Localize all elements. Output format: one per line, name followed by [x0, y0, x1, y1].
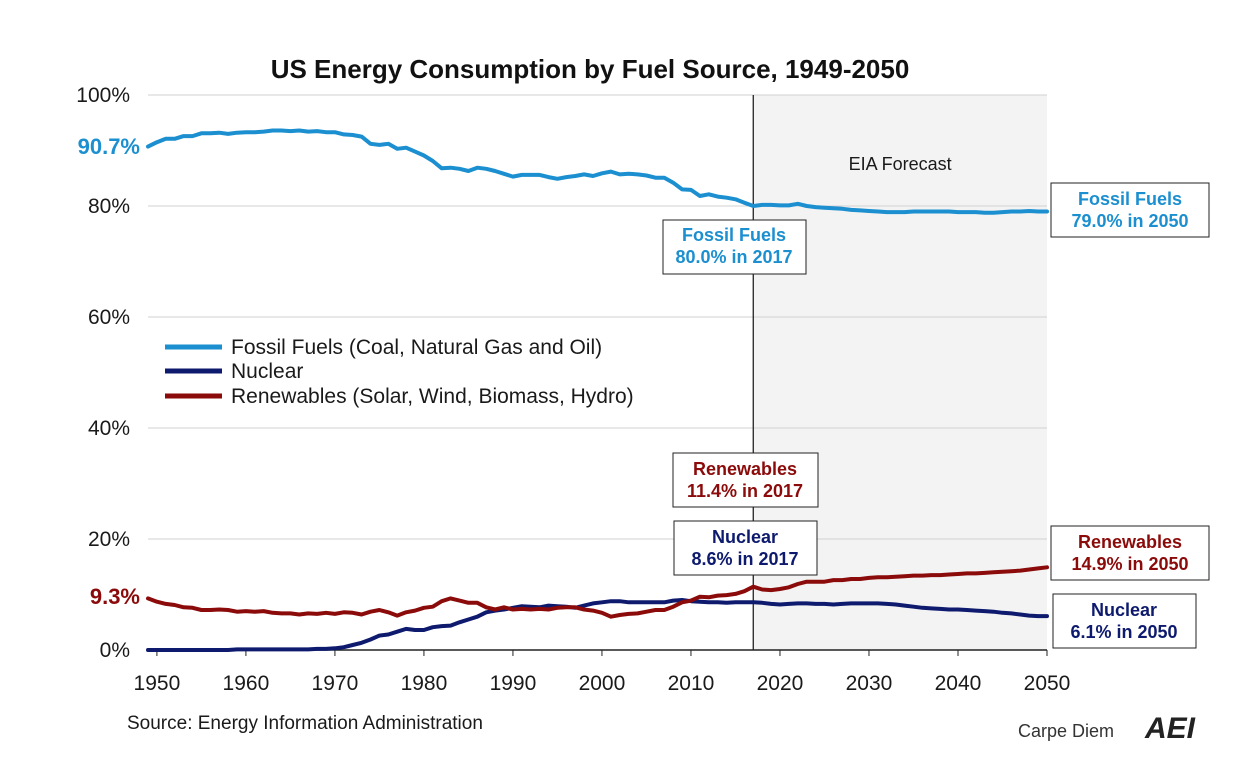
- annotation-fossil-2017-value: 80.0% in 2017: [675, 247, 792, 267]
- legend: Fossil Fuels (Coal, Natural Gas and Oil)…: [165, 336, 634, 408]
- y-axis-ticks: 0% 20% 40% 60% 80% 100%: [76, 84, 130, 662]
- series-line-renewables: [146, 565, 1049, 619]
- annotation-fossil-2050: Fossil Fuels 79.0% in 2050: [1050, 182, 1210, 238]
- annotation-nuclear-2017: Nuclear 8.6% in 2017: [673, 520, 818, 576]
- x-tick-label-2030: 2030: [846, 672, 893, 695]
- y-tick-label-80: 80%: [88, 195, 130, 218]
- brand-logo: AEI: [1144, 712, 1196, 745]
- fossil-start-label: 90.7%: [78, 134, 140, 159]
- x-tick-label-1990: 1990: [490, 672, 537, 695]
- y-tick-label-0: 0%: [100, 639, 130, 662]
- grid-lines: [148, 94, 1047, 540]
- annotation-nuclear-2017-value: 8.6% in 2017: [691, 549, 798, 569]
- annotation-nuclear-2050-title: Nuclear: [1091, 600, 1157, 620]
- x-tick-label-1980: 1980: [401, 672, 448, 695]
- y-tick-label-60: 60%: [88, 306, 130, 329]
- legend-label-renewables: Renewables (Solar, Wind, Biomass, Hydro): [231, 385, 634, 408]
- x-tick-label-2020: 2020: [757, 672, 804, 695]
- annotation-nuclear-2017-title: Nuclear: [712, 527, 778, 547]
- annotation-renewables-2050-value: 14.9% in 2050: [1071, 554, 1188, 574]
- series-lines: [146, 128, 1049, 652]
- annotation-renewables-2017-title: Renewables: [693, 459, 797, 479]
- chart-title: US Energy Consumption by Fuel Source, 19…: [271, 54, 910, 84]
- forecast-label: EIA Forecast: [849, 154, 952, 174]
- renewables-start-label: 9.3%: [90, 584, 140, 609]
- annotation-fossil-2050-title: Fossil Fuels: [1078, 189, 1182, 209]
- x-tick-label-1950: 1950: [134, 672, 181, 695]
- y-tick-label-40: 40%: [88, 417, 130, 440]
- x-tick-label-2040: 2040: [935, 672, 982, 695]
- annotation-renewables-2050-title: Renewables: [1078, 532, 1182, 552]
- series-line-fossil: [146, 128, 1049, 215]
- series-line-nuclear: [146, 598, 1049, 652]
- annotation-renewables-2050: Renewables 14.9% in 2050: [1050, 525, 1210, 581]
- legend-label-fossil: Fossil Fuels (Coal, Natural Gas and Oil): [231, 336, 602, 359]
- x-tick-label-1960: 1960: [223, 672, 270, 695]
- annotation-nuclear-2050-value: 6.1% in 2050: [1070, 622, 1177, 642]
- source-note: Source: Energy Information Administratio…: [127, 713, 483, 734]
- brand-name: Carpe Diem: [1018, 721, 1114, 741]
- y-tick-label-100: 100%: [76, 84, 130, 107]
- annotation-fossil-2017-title: Fossil Fuels: [682, 225, 786, 245]
- annotation-nuclear-2050: Nuclear 6.1% in 2050: [1052, 593, 1197, 649]
- annotation-renewables-2017: Renewables 11.4% in 2017: [672, 452, 819, 508]
- legend-label-nuclear: Nuclear: [231, 360, 303, 383]
- x-tick-label-2010: 2010: [668, 672, 715, 695]
- annotation-fossil-2017: Fossil Fuels 80.0% in 2017: [662, 219, 807, 275]
- annotation-fossil-2050-value: 79.0% in 2050: [1071, 211, 1188, 231]
- x-tick-label-1970: 1970: [312, 672, 359, 695]
- x-tick-label-2000: 2000: [579, 672, 626, 695]
- y-tick-label-20: 20%: [88, 528, 130, 551]
- annotation-renewables-2017-value: 11.4% in 2017: [687, 481, 803, 501]
- x-tick-label-2050: 2050: [1024, 672, 1071, 695]
